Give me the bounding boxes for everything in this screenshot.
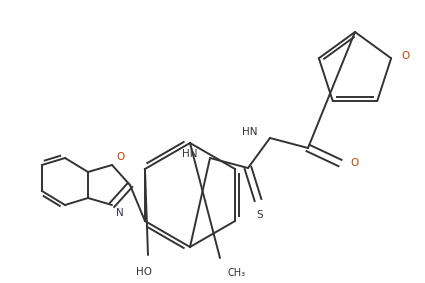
Text: CH₃: CH₃ bbox=[228, 268, 246, 278]
Text: HN: HN bbox=[243, 127, 258, 137]
Text: N: N bbox=[116, 208, 124, 218]
Text: O: O bbox=[116, 152, 124, 162]
Text: HO: HO bbox=[136, 267, 152, 277]
Text: HN: HN bbox=[182, 149, 198, 159]
Text: S: S bbox=[257, 210, 264, 220]
Text: O: O bbox=[401, 51, 409, 61]
Text: O: O bbox=[350, 158, 358, 168]
